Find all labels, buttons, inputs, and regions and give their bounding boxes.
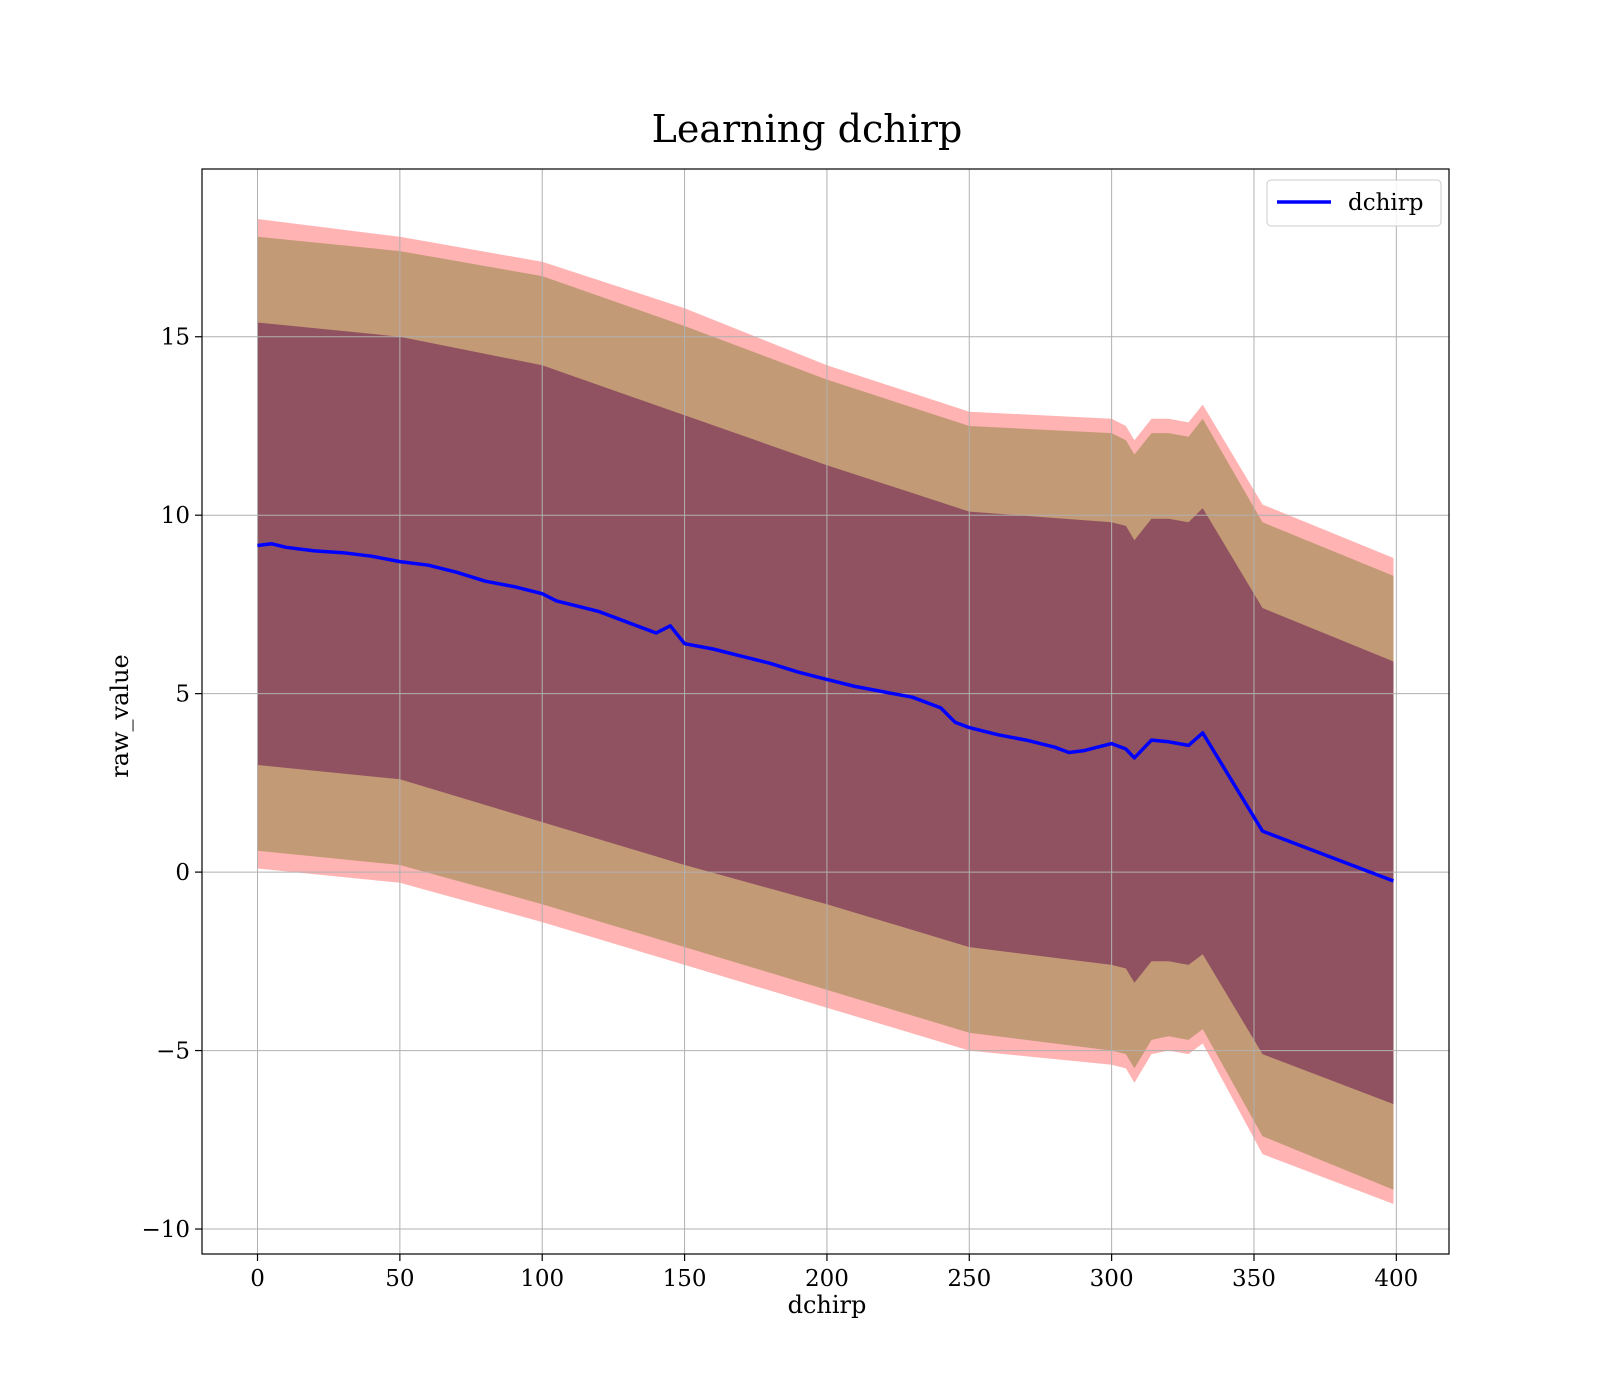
- x-tick-label: 300: [1090, 1266, 1134, 1292]
- y-tick-label: 10: [161, 503, 190, 529]
- y-tick-label: −5: [156, 1039, 190, 1065]
- band-2: [257, 322, 1394, 1105]
- y-tick-label: −10: [141, 1217, 190, 1243]
- x-tick-label: 350: [1232, 1266, 1276, 1292]
- x-tick-label: 400: [1374, 1266, 1418, 1292]
- y-tick-label: 15: [161, 325, 190, 351]
- y-tick-label: 0: [175, 860, 190, 886]
- bands-group: [257, 219, 1394, 1204]
- grid-group: [202, 169, 1449, 1254]
- y-tick-label: 5: [175, 682, 190, 708]
- y-axis-label: raw_value: [106, 654, 134, 778]
- x-tick-label: 50: [385, 1266, 414, 1292]
- legend-box: [1266, 179, 1442, 227]
- plot-frame: [201, 168, 1450, 1255]
- chart-title: Learning dchirp: [652, 107, 963, 151]
- series-group: [257, 542, 1395, 883]
- x-tick-label: 0: [250, 1266, 265, 1292]
- x-tick-label: 100: [520, 1266, 564, 1292]
- x-tick-label: 250: [947, 1266, 991, 1292]
- x-tick-label: 200: [805, 1266, 849, 1292]
- x-tick-label: 150: [663, 1266, 707, 1292]
- legend-entry: dchirp: [1348, 190, 1424, 216]
- x-ticks: 0 50 100 150 200 250 300 350 400: [250, 1254, 1418, 1292]
- y-ticks: −10 −5 0 5 10 15: [141, 325, 202, 1243]
- x-axis-label: dchirp: [788, 1291, 867, 1319]
- series-line-dchirp: [257, 542, 1395, 883]
- legend: dchirp: [1266, 179, 1442, 227]
